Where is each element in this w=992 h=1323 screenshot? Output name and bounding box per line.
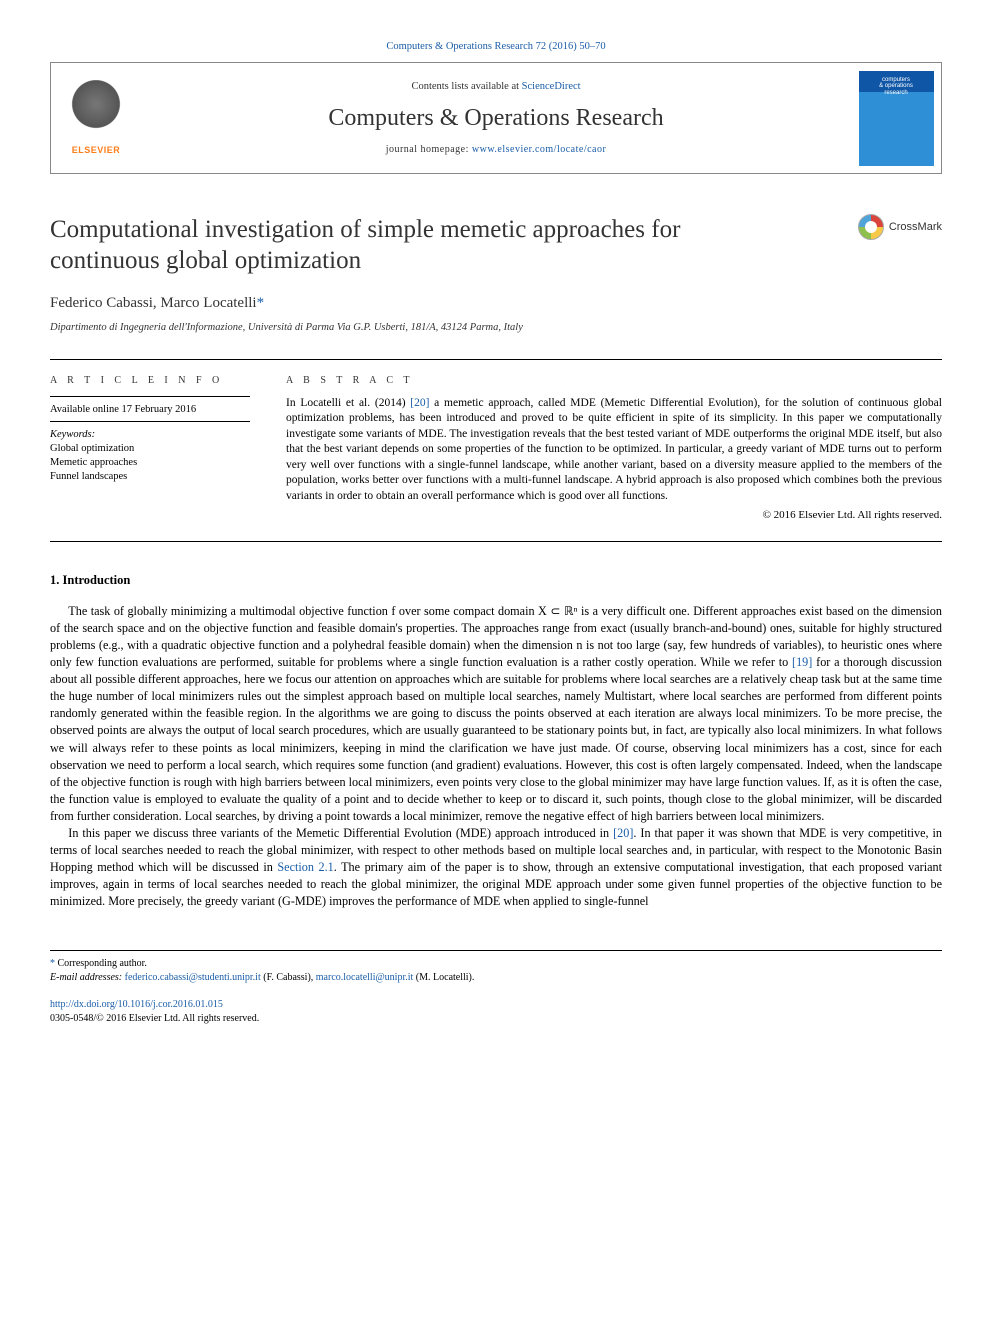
abstract-pre: In Locatelli et al. (2014): [286, 397, 410, 409]
contents-prefix: Contents lists available at: [411, 81, 521, 92]
email-2-link[interactable]: marco.locatelli@unipr.it: [316, 972, 414, 983]
cover-line-3: research: [884, 90, 907, 97]
abstract-heading: A B S T R A C T: [286, 374, 942, 388]
journal-header-center: Contents lists available at ScienceDirec…: [141, 63, 851, 173]
section-1-body: The task of globally minimizing a multim…: [50, 603, 942, 910]
corresponding-author-note: * Corresponding author.: [50, 957, 942, 971]
email-1-name: (F. Cabassi),: [261, 972, 316, 983]
keyword-2: Memetic approaches: [50, 456, 250, 470]
homepage-link[interactable]: www.elsevier.com/locate/caor: [472, 144, 606, 155]
journal-cover-block: computers & operations research: [851, 63, 941, 173]
info-rule-2: [50, 421, 250, 422]
email-line: E-mail addresses: federico.cabassi@stude…: [50, 971, 942, 985]
keyword-3: Funnel landscapes: [50, 470, 250, 484]
article-header-row: Computational investigation of simple me…: [50, 214, 942, 277]
corr-star: *: [257, 295, 265, 311]
article-info-heading: A R T I C L E I N F O: [50, 374, 250, 388]
email-2-name: (M. Locatelli).: [413, 972, 474, 983]
elsevier-label: ELSEVIER: [72, 144, 121, 156]
intro-para-2: In this paper we discuss three variants …: [50, 825, 942, 910]
abstract-copyright: © 2016 Elsevier Ltd. All rights reserved…: [286, 508, 942, 523]
crossmark-icon: [858, 214, 884, 240]
abstract-ref-20[interactable]: [20]: [410, 397, 429, 409]
intro-para-1: The task of globally minimizing a multim…: [50, 603, 942, 825]
ref-19-link[interactable]: [19]: [792, 655, 812, 669]
abstract-block: A B S T R A C T In Locatelli et al. (201…: [286, 374, 942, 523]
section-1-title: 1. Introduction: [50, 572, 942, 589]
citation-link[interactable]: Computers & Operations Research 72 (2016…: [386, 41, 605, 52]
page-footer: * Corresponding author. E-mail addresses…: [50, 950, 942, 1025]
journal-homepage-line: journal homepage: www.elsevier.com/locat…: [149, 143, 843, 157]
authors-names: Federico Cabassi, Marco Locatelli: [50, 295, 257, 311]
affiliation: Dipartimento di Ingegneria dell'Informaz…: [50, 321, 942, 335]
authors-line: Federico Cabassi, Marco Locatelli*: [50, 293, 942, 313]
email-label: E-mail addresses:: [50, 972, 125, 983]
page-header-citation: Computers & Operations Research 72 (2016…: [50, 40, 942, 54]
p1-b: for a thorough discussion about all poss…: [50, 655, 942, 823]
journal-cover-icon: computers & operations research: [859, 71, 934, 166]
info-rule-1: [50, 396, 250, 397]
issn-copyright: 0305-0548/© 2016 Elsevier Ltd. All right…: [50, 1012, 942, 1026]
crossmark-label: CrossMark: [889, 220, 942, 235]
contents-lists-line: Contents lists available at ScienceDirec…: [149, 80, 843, 94]
email-1-link[interactable]: federico.cabassi@studenti.unipr.it: [125, 972, 261, 983]
publisher-logo-block: ELSEVIER: [51, 63, 141, 173]
section-divider: [50, 541, 942, 542]
journal-title: Computers & Operations Research: [149, 102, 843, 134]
crossmark-badge[interactable]: CrossMark: [858, 214, 942, 240]
abstract-post: a memetic approach, called MDE (Memetic …: [286, 397, 942, 502]
article-info-block: A R T I C L E I N F O Available online 1…: [50, 374, 250, 523]
corresponding-author-link[interactable]: *: [257, 295, 265, 311]
ref-20-link[interactable]: [20]: [613, 826, 633, 840]
doi-link[interactable]: http://dx.doi.org/10.1016/j.cor.2016.01.…: [50, 999, 223, 1010]
elsevier-tree-icon: [66, 80, 126, 140]
footer-doi-block: http://dx.doi.org/10.1016/j.cor.2016.01.…: [50, 998, 942, 1025]
footer-star: *: [50, 958, 55, 969]
article-title: Computational investigation of simple me…: [50, 214, 790, 277]
journal-header-box: ELSEVIER Contents lists available at Sci…: [50, 62, 942, 174]
abstract-text: In Locatelli et al. (2014) [20] a memeti…: [286, 396, 942, 505]
corr-label: Corresponding author.: [58, 958, 147, 969]
p2-a: In this paper we discuss three variants …: [68, 826, 613, 840]
available-online: Available online 17 February 2016: [50, 403, 250, 417]
sciencedirect-link[interactable]: ScienceDirect: [522, 81, 581, 92]
keywords-label: Keywords:: [50, 428, 250, 442]
section-2-1-link[interactable]: Section 2.1: [277, 860, 333, 874]
cover-line-1: computers: [882, 77, 910, 84]
cover-line-2: & operations: [879, 83, 913, 90]
article-meta-row: A R T I C L E I N F O Available online 1…: [50, 359, 942, 523]
homepage-prefix: journal homepage:: [386, 144, 472, 155]
keyword-1: Global optimization: [50, 442, 250, 456]
